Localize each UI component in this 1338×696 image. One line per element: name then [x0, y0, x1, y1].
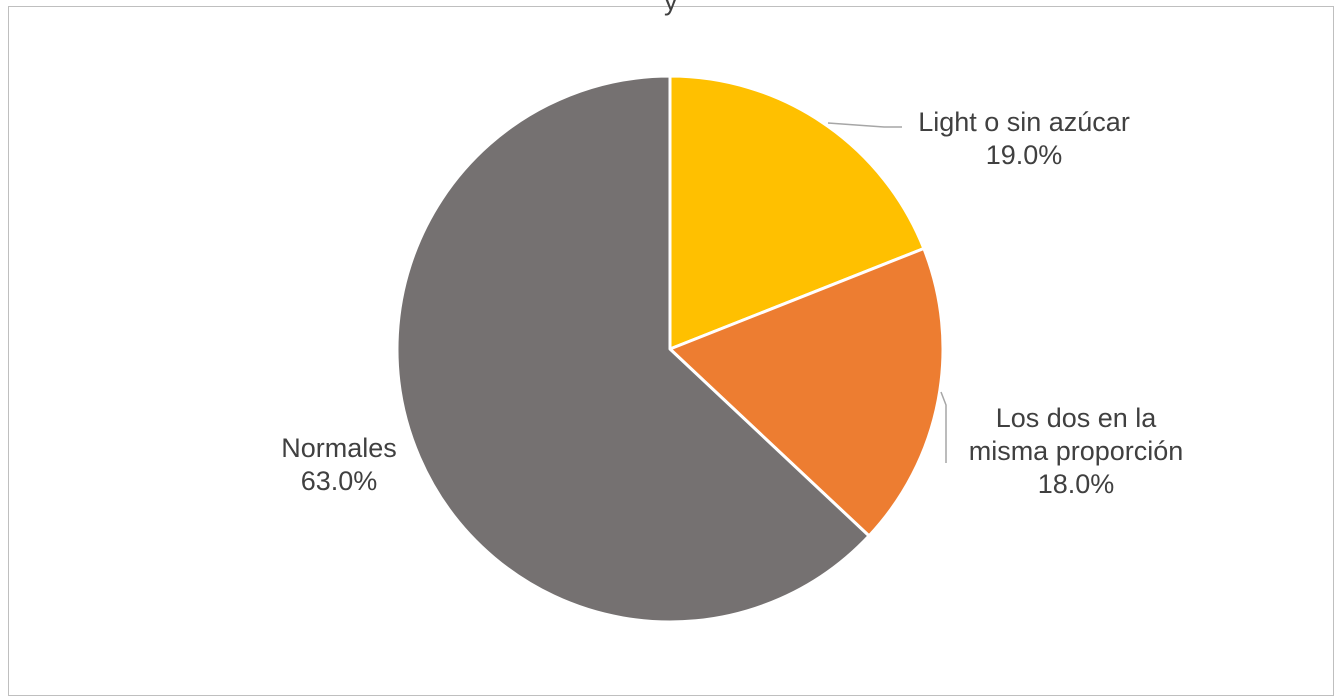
- leader-line-los-dos-en-la-misma-proporcion: [940, 391, 947, 463]
- data-label-percent: 63.0%: [301, 466, 378, 496]
- slice-labels: Light o sin azúcar 19.0% Los dos en la mism…: [281, 107, 1183, 499]
- pie-slice-normales: [395, 74, 871, 624]
- data-label-normales: Normales 63.0%: [281, 433, 397, 496]
- leader-lines: [827, 122, 947, 463]
- data-label-percent: 18.0%: [1038, 469, 1115, 499]
- pie-slices: [395, 74, 945, 624]
- chart-title-fragment: y: [664, 0, 678, 16]
- data-label-percent: 19.0%: [986, 140, 1063, 170]
- pie-slice-light-o-sin-azucar: [668, 74, 926, 351]
- data-label-category: Los dos en la: [996, 403, 1158, 433]
- data-label-category: misma proporción: [969, 436, 1184, 466]
- data-label-light-o-sin-azucar: Light o sin azúcar 19.0%: [918, 107, 1130, 170]
- pie-slice-los-dos-en-la-misma-proporcion: [668, 247, 945, 538]
- data-label-category: Light o sin azúcar: [918, 107, 1130, 137]
- leader-line-light-o-sin-azucar: [827, 122, 902, 128]
- data-label-los-dos-en-la-misma-proporcion: Los dos en la misma proporción 18.0%: [969, 403, 1184, 499]
- data-label-category: Normales: [281, 433, 397, 463]
